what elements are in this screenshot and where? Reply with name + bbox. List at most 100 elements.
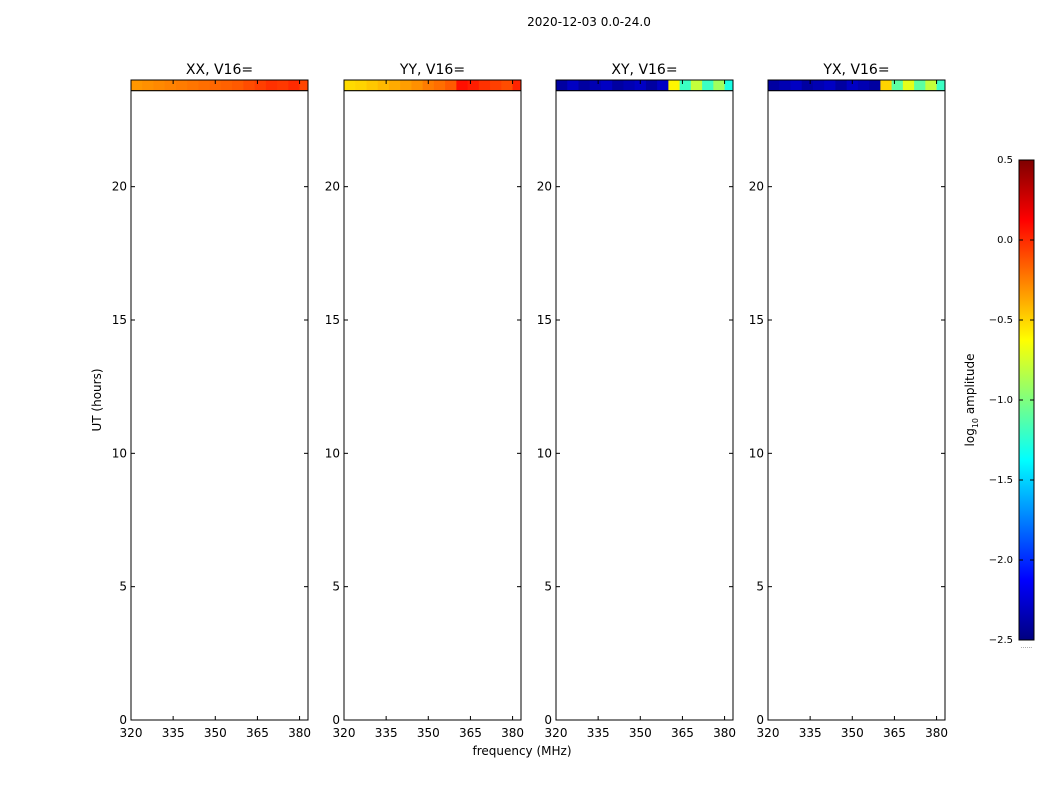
x-tick-label: 335	[162, 726, 185, 740]
colorbar-tick-label: −2.0	[989, 555, 1013, 566]
colorbar-extra-label: ......	[1021, 643, 1033, 650]
panel-title: XX, V16=	[186, 62, 253, 78]
y-tick-label: 20	[537, 180, 552, 194]
heatmap-cell	[388, 80, 401, 91]
colorbar: 0.5 0.0 −0.5 −1.0 −1.5 −2.0 −2.5 log10 amplitud…	[963, 155, 1035, 650]
heatmap-cell	[131, 80, 143, 91]
y-tick-label: 0	[756, 713, 764, 727]
panel-3: XY, V16= 320 335 350 365 380 0 5 10 15 20	[537, 62, 736, 740]
panel-title: YY, V16=	[399, 62, 465, 78]
colorbar-tick-label: 0.5	[997, 155, 1013, 166]
heatmap-cell	[209, 80, 222, 91]
x-tick-label: 380	[288, 726, 311, 740]
x-tick-label: 335	[587, 726, 610, 740]
heatmap-cell	[812, 80, 825, 91]
heatmap-cell	[232, 80, 244, 91]
figure-title: 2020-12-03 0.0-24.0	[527, 15, 651, 29]
colorbar-tick-label: −1.5	[989, 475, 1013, 486]
x-tick-label: 350	[204, 726, 227, 740]
heatmap-cell	[445, 80, 457, 91]
heatmap-cell	[220, 80, 233, 91]
y-tick-label: 5	[332, 580, 340, 594]
heatmap-cell	[835, 80, 848, 91]
colorbar-label: log10 amplitude	[963, 354, 980, 447]
y-tick-label: 20	[749, 180, 764, 194]
x-tick-label: 320	[757, 726, 780, 740]
y-tick-label: 0	[119, 713, 127, 727]
y-tick-label: 10	[112, 446, 127, 460]
panel-2: YY, V16= 320 335 350 365 380 0 5 10 15 20 frequency…	[325, 62, 572, 758]
x-tick-label: 320	[120, 726, 143, 740]
colorbar-tick-label: 0.0	[997, 235, 1013, 246]
heatmap-cell	[914, 80, 926, 91]
heatmap-cell	[902, 80, 915, 91]
x-tick-label: 320	[333, 726, 356, 740]
heatmap-cell	[634, 80, 647, 91]
y-tick-label: 5	[119, 580, 127, 594]
heatmap-cell	[355, 80, 367, 91]
heatmap-cell	[846, 80, 859, 91]
heatmap-cell	[925, 80, 938, 91]
y-tick-label: 10	[537, 446, 552, 460]
y-tick-label: 15	[537, 313, 552, 327]
y-tick-label: 0	[332, 713, 340, 727]
heatmap-cell	[679, 80, 692, 91]
heatmap-cell	[467, 80, 480, 91]
heatmap-cell	[657, 80, 669, 91]
heatmap-cell	[556, 80, 568, 91]
heatmap-cell	[433, 80, 446, 91]
heatmap-cell	[366, 80, 379, 91]
panel-4: YX, V16= 320 335 350 365 380 0 5 10 15 20	[749, 62, 948, 740]
heatmap-cell	[600, 80, 613, 91]
heatmap-cell	[713, 80, 726, 91]
x-tick-label: 335	[799, 726, 822, 740]
heatmap-cell	[164, 80, 177, 91]
x-tick-label: 320	[545, 726, 568, 740]
heatmap-cell	[824, 80, 836, 91]
axes-frame	[343, 79, 522, 721]
heatmap-cell	[801, 80, 814, 91]
panel-title: YX, V16=	[822, 62, 889, 78]
heatmap-cell	[623, 80, 636, 91]
axes-frame	[555, 79, 734, 721]
panel-1: XX, V16= 320 335 350 365 380 0 5 10 15 20 UT (hours…	[90, 62, 311, 740]
x-tick-label: 365	[459, 726, 482, 740]
y-tick-label: 15	[325, 313, 340, 327]
heatmap-cell	[277, 80, 289, 91]
heatmap-cell	[779, 80, 791, 91]
heatmap-cell	[645, 80, 658, 91]
heatmap-cell	[288, 80, 301, 91]
x-tick-label: 350	[629, 726, 652, 740]
heatmap-cell	[768, 80, 780, 91]
heatmap-cell	[702, 80, 714, 91]
heatmap-cell	[377, 80, 390, 91]
heatmap-cell	[265, 80, 278, 91]
heatmap-cell	[198, 80, 211, 91]
x-tick-label: 365	[671, 726, 694, 740]
panel-title: XY, V16=	[611, 62, 677, 78]
heatmap-cell	[891, 80, 904, 91]
y-tick-label: 0	[544, 713, 552, 727]
y-tick-label: 20	[112, 180, 127, 194]
heatmap-cell	[344, 80, 356, 91]
panels: XX, V16= 320 335 350 365 380 0 5 10 15 20 UT (hours…	[90, 62, 948, 758]
y-tick-label: 10	[749, 446, 764, 460]
heatmap-cell	[567, 80, 579, 91]
y-tick-label: 5	[544, 580, 552, 594]
heatmap-cell	[299, 80, 309, 91]
heatmap-cell	[175, 80, 188, 91]
axes-frame	[130, 79, 309, 721]
x-tick-label: 380	[713, 726, 736, 740]
heatmap-cell	[422, 80, 435, 91]
x-tick-label: 380	[501, 726, 524, 740]
colorbar-tick-label: −1.0	[989, 395, 1013, 406]
heatmap-cell	[690, 80, 703, 91]
x-tick-label: 365	[246, 726, 269, 740]
heatmap-cell	[400, 80, 412, 91]
y-tick-label: 10	[325, 446, 340, 460]
heatmap-cell	[512, 80, 522, 91]
heatmap-cell	[578, 80, 591, 91]
x-axis-label: frequency (MHz)	[472, 744, 571, 758]
heatmap-cell	[880, 80, 893, 91]
y-tick-label: 5	[756, 580, 764, 594]
